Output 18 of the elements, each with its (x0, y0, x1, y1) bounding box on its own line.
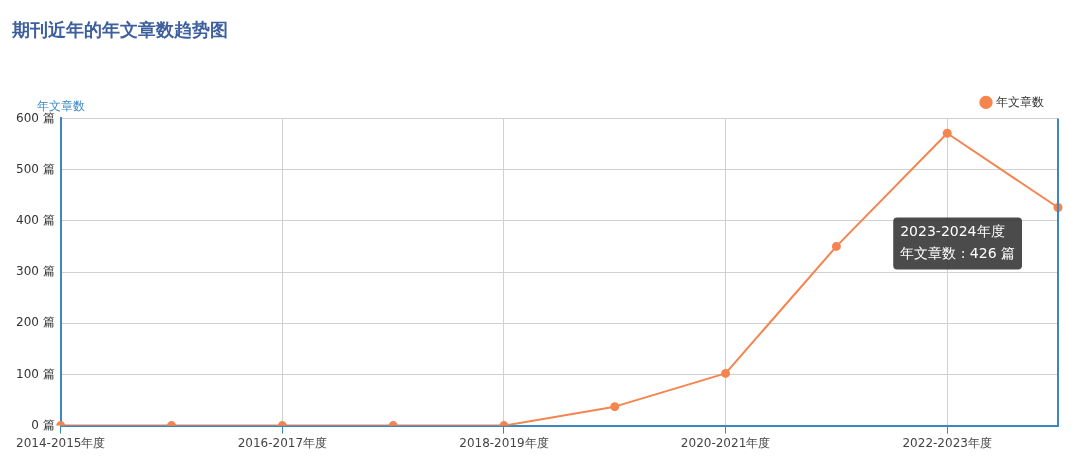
x-tick-label: 2018-2019年度 (459, 435, 549, 450)
y-tick-label: 200 篇 (16, 315, 55, 330)
y-tick-label: 100 篇 (16, 366, 55, 381)
y-tick-label: 400 篇 (16, 212, 55, 227)
y-tick-label: 500 篇 (16, 161, 55, 176)
chart-title: 期刊近年的年文章数趋势图 (12, 18, 228, 42)
x-tick-label: 2020-2021年度 (680, 435, 771, 450)
point (831, 241, 841, 251)
x-tick-label: 2016-2017年度 (237, 435, 328, 450)
point (721, 368, 731, 378)
legend-label: 年文章数 (996, 94, 1044, 109)
y-tick-label: 0 篇 (31, 417, 55, 432)
point (942, 128, 952, 138)
x-tick-label: 2014-2015年度 (16, 435, 106, 450)
annotation: 2023-2024年度 (900, 223, 1005, 240)
x-tick-label: 2022-2023年度 (902, 435, 992, 450)
annotation: 年文章数 : 426 篇 (900, 245, 1016, 262)
y-tick-label: 300 篇 (16, 264, 55, 279)
